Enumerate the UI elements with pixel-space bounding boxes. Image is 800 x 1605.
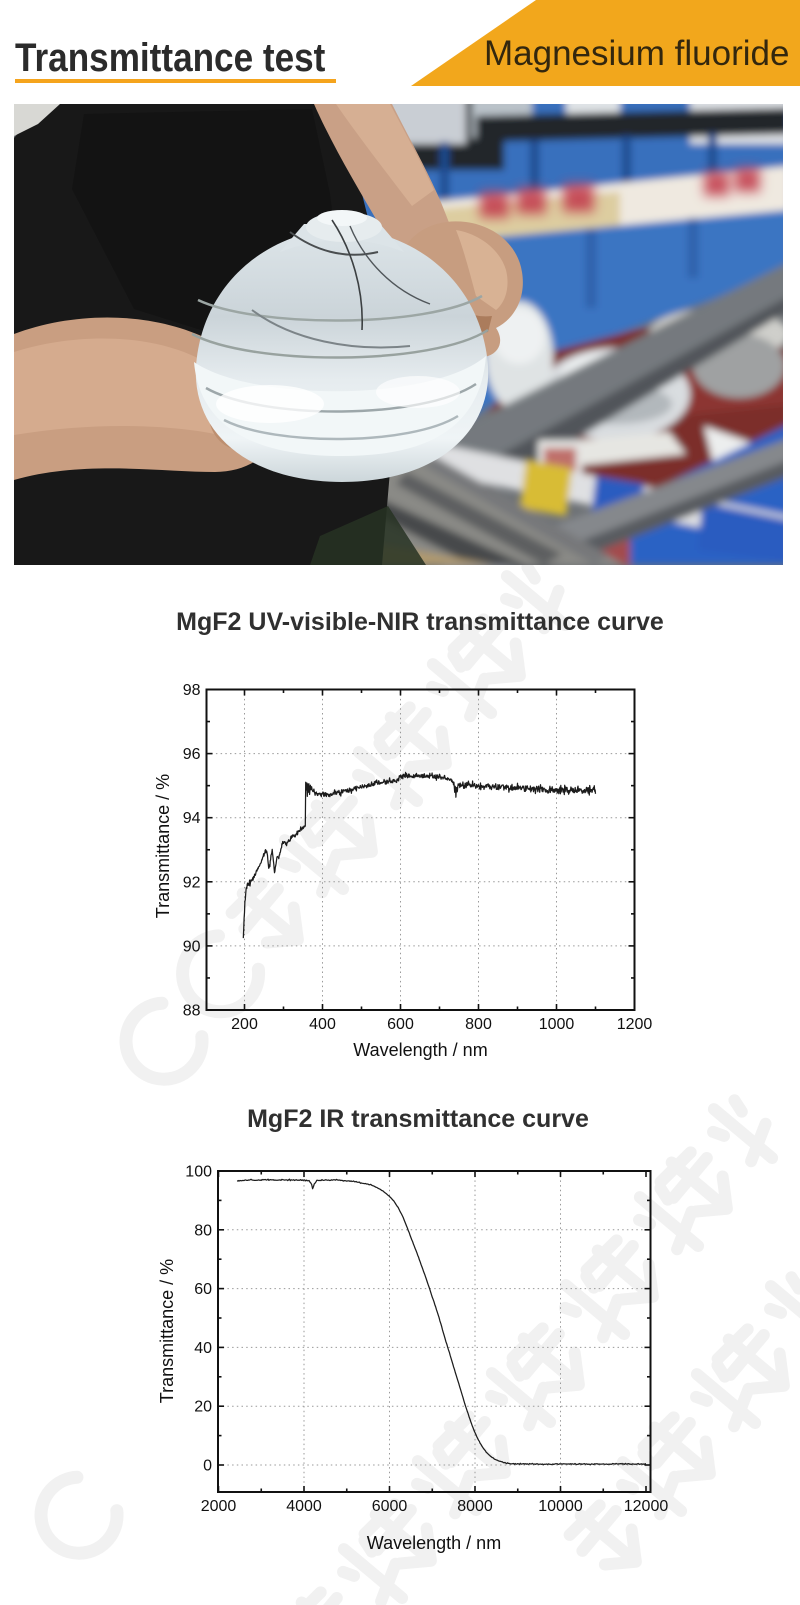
svg-text:600: 600 [387,1016,414,1033]
svg-text:200: 200 [231,1016,258,1033]
svg-text:400: 400 [309,1016,336,1033]
svg-text:Transmittance / %: Transmittance / % [153,774,173,918]
svg-text:1000: 1000 [539,1016,575,1033]
svg-text:80: 80 [194,1222,212,1239]
svg-text:90: 90 [183,938,201,955]
svg-text:800: 800 [465,1016,492,1033]
svg-text:60: 60 [194,1281,212,1298]
svg-text:Wavelength / nm: Wavelength / nm [353,1040,487,1060]
svg-text:2000: 2000 [201,1498,237,1515]
svg-text:Wavelength / nm: Wavelength / nm [367,1533,501,1553]
svg-text:20: 20 [194,1399,212,1416]
svg-text:88: 88 [183,1003,201,1020]
svg-text:4000: 4000 [286,1498,322,1515]
svg-text:40: 40 [194,1340,212,1357]
svg-text:0: 0 [203,1458,212,1475]
svg-text:100: 100 [185,1164,212,1181]
svg-text:Transmittance / %: Transmittance / % [157,1259,177,1403]
svg-text:12000: 12000 [624,1498,669,1515]
svg-text:98: 98 [183,682,201,699]
svg-text:94: 94 [183,810,201,827]
svg-text:92: 92 [183,874,201,891]
svg-text:6000: 6000 [372,1498,408,1515]
svg-text:96: 96 [183,746,201,763]
svg-text:1200: 1200 [617,1016,653,1033]
svg-text:8000: 8000 [457,1498,493,1515]
svg-text:10000: 10000 [538,1498,583,1515]
